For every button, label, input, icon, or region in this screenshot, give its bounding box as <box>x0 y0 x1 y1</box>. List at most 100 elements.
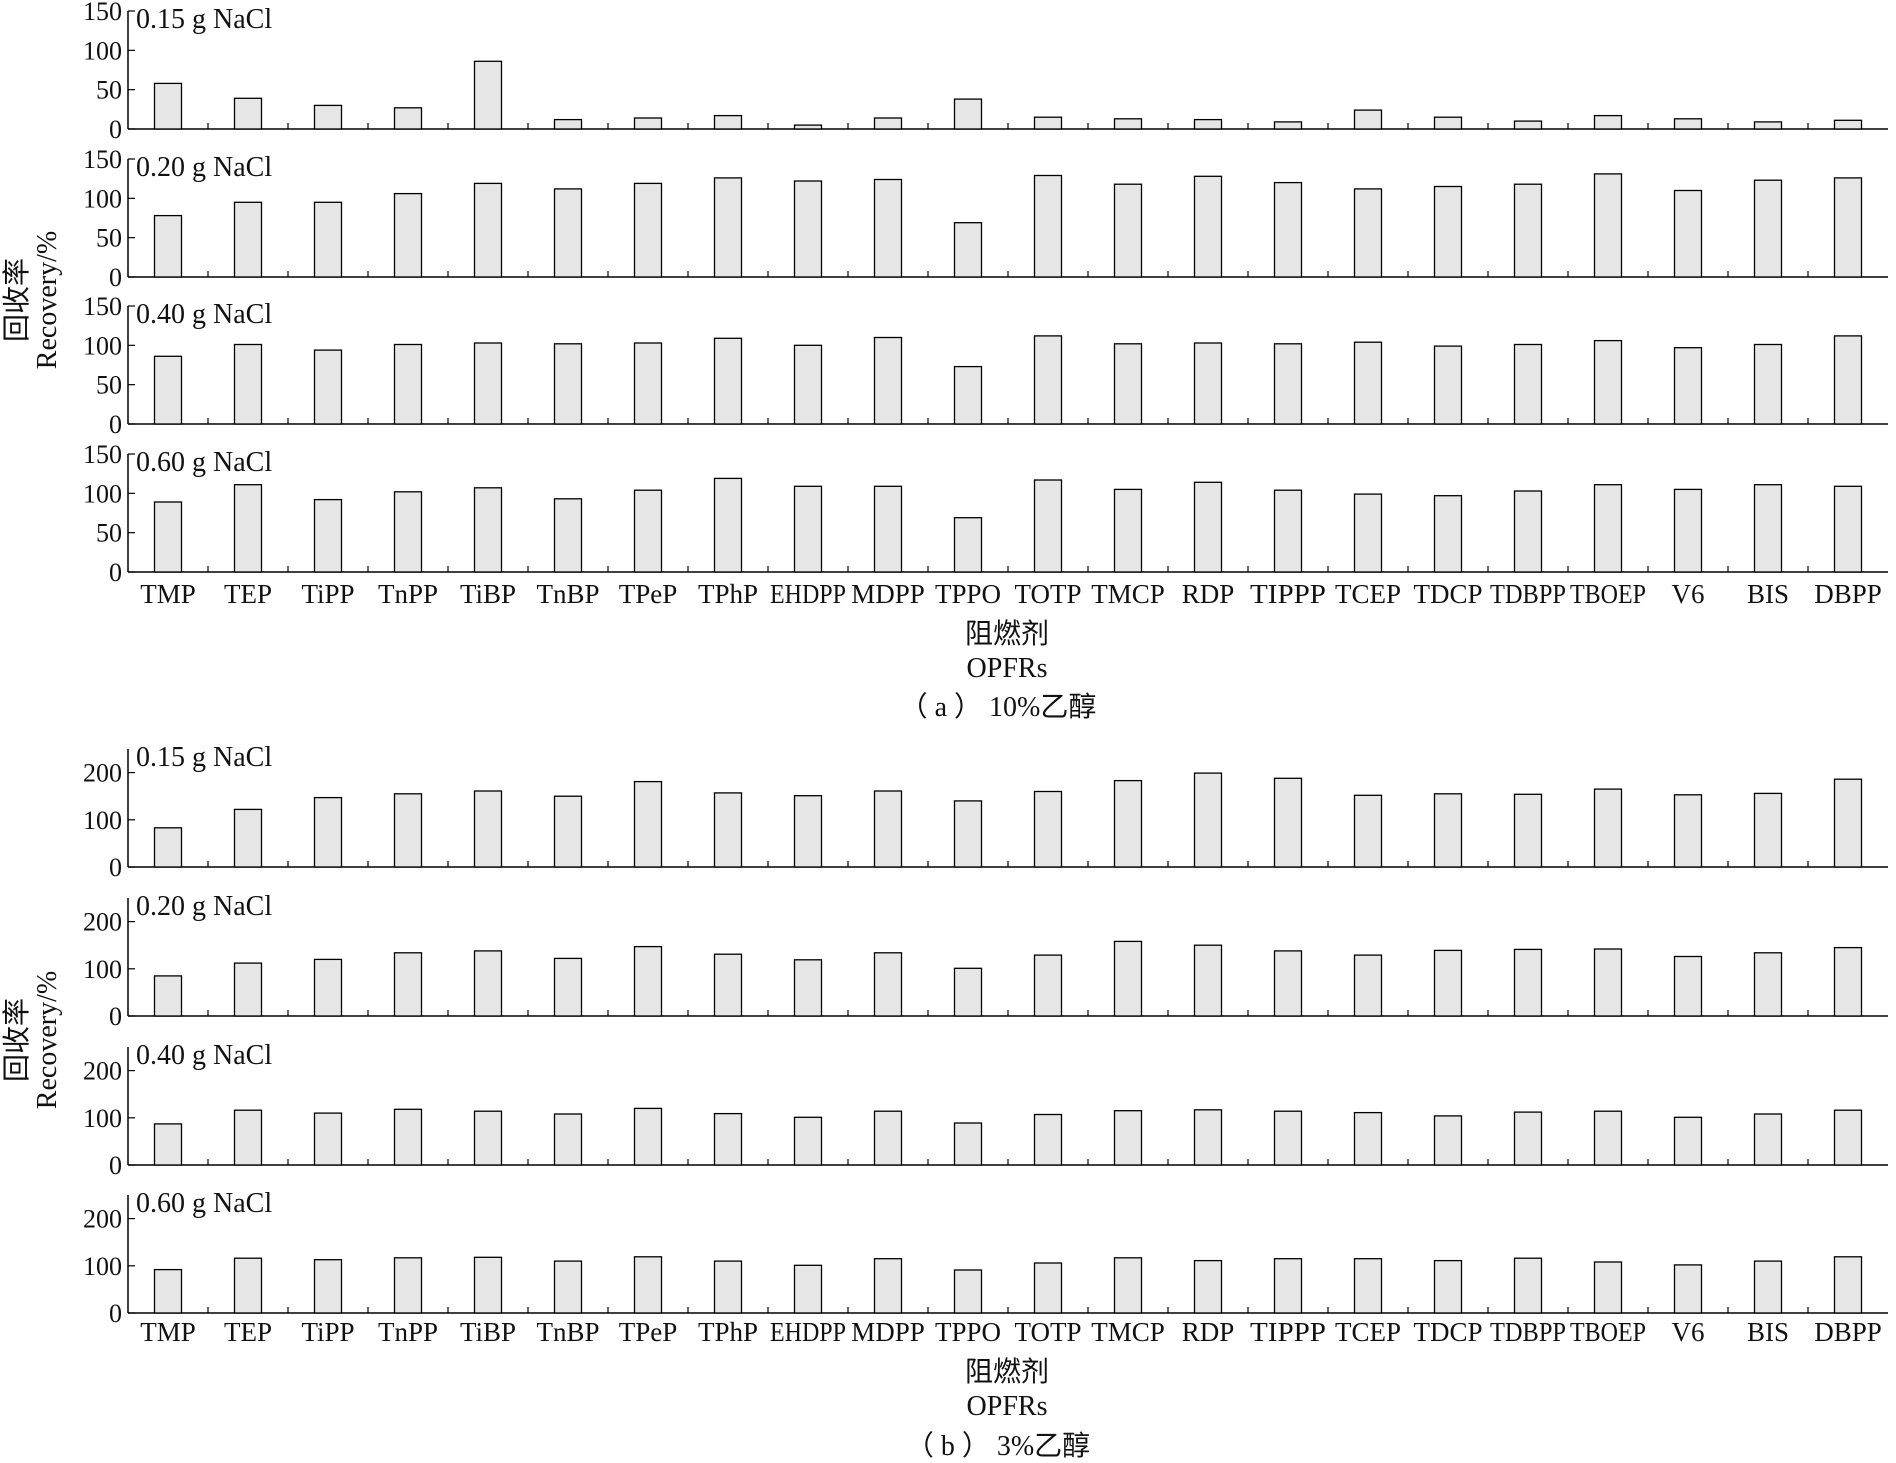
bar-TEP <box>233 1109 263 1166</box>
bar-TPhP <box>713 792 743 868</box>
y-tick-label: 100 <box>83 1104 122 1133</box>
y-tick-label: 150 <box>83 292 122 321</box>
bar-BIS <box>1753 121 1783 130</box>
chart-b: 回收率 Recovery/% 阻燃剂 OPFRs （ b ） 3%乙醇 0 100… <box>1 742 1888 1462</box>
bar-BIS <box>1753 343 1783 425</box>
bar-TOTP <box>1033 174 1063 278</box>
bar-DBPP <box>1833 119 1863 130</box>
y-tick-label: 0 <box>109 263 122 292</box>
category-label: TOTP <box>1014 579 1081 609</box>
bar-TnPP <box>393 1257 423 1314</box>
category-label: BIS <box>1747 1317 1789 1347</box>
bar-MDPP <box>873 485 903 573</box>
category-label: DBPP <box>1814 579 1882 609</box>
bar-TMP <box>153 1123 183 1166</box>
bar-TMP <box>153 355 183 425</box>
bar-TnBP <box>553 1260 583 1314</box>
bar-TCEP <box>1353 1111 1383 1166</box>
ylabel-cn-b: 回收率 <box>1 998 33 1082</box>
category-label: TPhP <box>698 579 758 609</box>
bar-TOTP <box>1033 479 1063 573</box>
bar-TMP <box>153 501 183 573</box>
bar-TPPO <box>953 967 983 1017</box>
xlabel-en-a: OPFRs <box>967 653 1048 684</box>
series-label: 0.40 g NaCl <box>136 1040 272 1071</box>
subplot-3: 0 50 100 150 0.40 g NaCl <box>83 292 1888 439</box>
bar-RDP <box>1193 342 1223 425</box>
caption-b: （ b ） 3%乙醇 <box>906 1430 1090 1462</box>
bar-TiPP <box>313 349 343 425</box>
bar-TPeP <box>633 780 663 868</box>
bar-TBOEP <box>1593 1261 1623 1314</box>
bar-TEP <box>233 1257 263 1314</box>
bar-TDCP <box>1433 1115 1463 1166</box>
bar-TnPP <box>393 491 423 573</box>
ylabel-cn-a: 回收率 <box>1 258 33 342</box>
y-tick-label: 50 <box>96 519 122 548</box>
bar-TBOEP <box>1593 484 1623 573</box>
bar-TPPO <box>953 98 983 130</box>
category-label: TOTP <box>1014 1317 1081 1347</box>
bar-TBOEP <box>1593 173 1623 278</box>
caption-a: （ a ） 10%乙醇 <box>900 691 1097 723</box>
category-label: BIS <box>1747 579 1789 609</box>
bar-MDPP <box>873 117 903 130</box>
bar-TnBP <box>553 795 583 868</box>
bar-TDCP <box>1433 345 1463 425</box>
bar-TPPO <box>953 517 983 573</box>
bar-TPeP <box>633 1256 663 1314</box>
category-label: TMP <box>140 1317 196 1347</box>
bar-TiBP <box>473 790 503 868</box>
bar-TiPP <box>313 958 343 1017</box>
bar-TnBP <box>553 1113 583 1166</box>
y-tick-label: 100 <box>83 36 122 65</box>
bar-TiPP <box>313 1112 343 1166</box>
bar-TOTP <box>1033 790 1063 868</box>
bar-TOTP <box>1033 1262 1063 1314</box>
bar-TPhP <box>713 337 743 425</box>
bar-TCEP <box>1353 1258 1383 1314</box>
bar-EHDPP <box>793 1264 823 1314</box>
bar-TPeP <box>633 182 663 278</box>
bar-TDBPP <box>1513 490 1543 573</box>
bar-TiPP <box>313 796 343 868</box>
bar-TnPP <box>393 793 423 868</box>
category-label: RDP <box>1182 579 1235 609</box>
bar-TCEP <box>1353 188 1383 278</box>
bar-TEP <box>233 962 263 1017</box>
bar-TiBP <box>473 182 503 278</box>
y-tick-label: 150 <box>83 145 122 174</box>
category-label: TIPPP <box>1250 579 1326 609</box>
bar-TPPO <box>953 222 983 278</box>
bar-TiBP <box>473 1110 503 1166</box>
bar-TDCP <box>1433 1259 1463 1314</box>
bar-TPhP <box>713 477 743 573</box>
bar-TPPO <box>953 1269 983 1314</box>
y-tick-label: 0 <box>109 410 122 439</box>
category-label: TDCP <box>1413 1317 1482 1347</box>
bar-TOTP <box>1033 335 1063 425</box>
category-label: TPeP <box>619 579 678 609</box>
bar-TnBP <box>553 957 583 1017</box>
bar-V6 <box>1673 347 1703 425</box>
bar-TOTP <box>1033 954 1063 1017</box>
bar-TiBP <box>473 950 503 1017</box>
bar-V6 <box>1673 1264 1703 1314</box>
bar-TPhP <box>713 953 743 1017</box>
bar-TMP <box>153 214 183 278</box>
category-label: V6 <box>1672 579 1705 609</box>
category-label: EHDPP <box>770 1317 846 1347</box>
subplot-4: 0 50 100 150 0.60 g NaCl <box>83 440 1888 587</box>
y-tick-label: 100 <box>83 331 122 360</box>
bar-BIS <box>1753 1260 1783 1314</box>
category-label: TDBPP <box>1490 579 1566 609</box>
bar-TiPP <box>313 1259 343 1314</box>
bar-TMCP <box>1113 488 1143 573</box>
y-tick-label: 0 <box>109 1151 122 1180</box>
bar-DBPP <box>1833 177 1863 278</box>
bar-V6 <box>1673 189 1703 278</box>
subplot-4: 0 100 200 0.60 g NaCl <box>83 1188 1888 1328</box>
bar-TMCP <box>1113 118 1143 130</box>
bar-BIS <box>1753 1113 1783 1166</box>
bar-EHDPP <box>793 180 823 278</box>
